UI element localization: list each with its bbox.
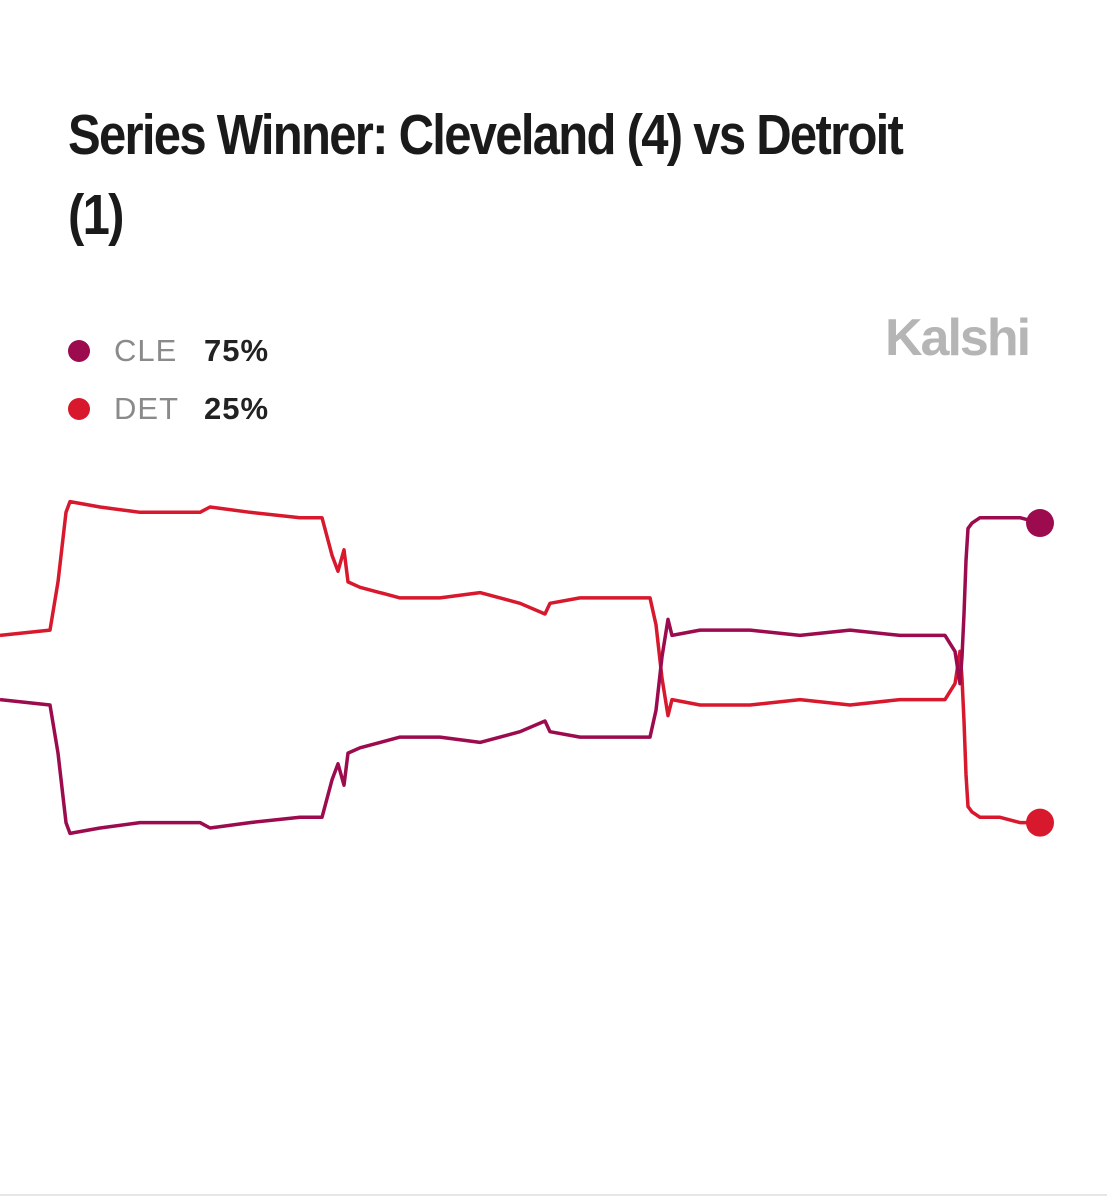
series-endpoint-cle[interactable] bbox=[1026, 509, 1054, 538]
legend: CLE 75% DET 25% bbox=[68, 322, 269, 438]
series-endpoint-det[interactable] bbox=[1026, 808, 1054, 837]
legend-dot-cle bbox=[68, 340, 90, 362]
legend-value-det: 25% bbox=[204, 391, 270, 426]
kalshi-logo: Kalshi bbox=[885, 309, 1031, 367]
legend-item-det[interactable]: DET 25% bbox=[68, 380, 269, 438]
series-line-det bbox=[0, 499, 1040, 825]
legend-item-cle[interactable]: CLE 75% bbox=[68, 322, 269, 380]
legend-code-cle: CLE bbox=[114, 333, 178, 368]
legend-value-cle: 75% bbox=[204, 333, 270, 368]
legend-dot-det bbox=[68, 398, 90, 420]
chart-title: Series Winner: Cleveland (4) vs Detroit … bbox=[68, 103, 904, 247]
series-line-cle bbox=[0, 515, 1041, 836]
legend-code-det: DET bbox=[114, 391, 179, 426]
bottom-divider bbox=[0, 1194, 1107, 1196]
line-chart bbox=[0, 499, 1054, 837]
